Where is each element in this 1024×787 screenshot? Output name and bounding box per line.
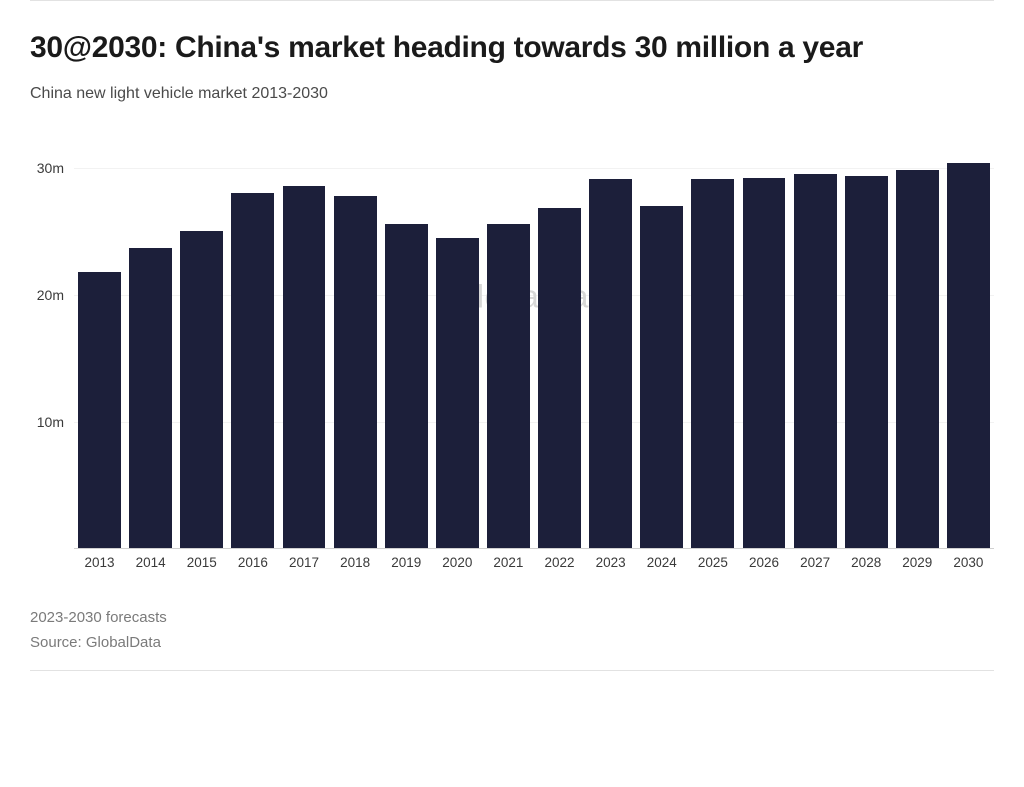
bar-slot: [943, 143, 994, 549]
bar: [691, 179, 734, 548]
x-tick-label: 2025: [687, 549, 738, 573]
footnote-forecast: 2023-2030 forecasts: [30, 605, 994, 631]
bar: [794, 174, 837, 548]
bar: [231, 193, 274, 548]
bar-slot: [330, 143, 381, 549]
x-tick-label: 2013: [74, 549, 125, 573]
x-tick-label: 2026: [738, 549, 789, 573]
x-tick-label: 2016: [227, 549, 278, 573]
bar-slot: [381, 143, 432, 549]
y-tick-label: 10m: [37, 414, 74, 430]
bar-slot: [585, 143, 636, 549]
x-tick-label: 2029: [892, 549, 943, 573]
bottom-divider: [30, 670, 994, 671]
x-axis: 2013201420152016201720182019202020212022…: [74, 549, 994, 573]
bar: [436, 238, 479, 549]
bar: [78, 272, 121, 549]
x-tick-label: 2027: [790, 549, 841, 573]
x-tick-label: 2022: [534, 549, 585, 573]
chart-subtitle: China new light vehicle market 2013-2030: [30, 85, 994, 103]
bar: [385, 224, 428, 549]
x-tick-label: 2018: [330, 549, 381, 573]
plot-area: GlobalData 10m20m30m: [74, 143, 994, 549]
bar-slot: [176, 143, 227, 549]
bar: [538, 208, 581, 548]
x-tick-label: 2021: [483, 549, 534, 573]
x-tick-label: 2030: [943, 549, 994, 573]
bar-chart: GlobalData 10m20m30m 2013201420152016201…: [74, 143, 994, 573]
bar-slot: [227, 143, 278, 549]
bar: [283, 186, 326, 549]
bar-slot: [74, 143, 125, 549]
x-tick-label: 2014: [125, 549, 176, 573]
bar: [334, 196, 377, 549]
footnote-source: Source: GlobalData: [30, 630, 994, 656]
bar: [180, 231, 223, 548]
x-tick-label: 2017: [278, 549, 329, 573]
bar-slot: [687, 143, 738, 549]
bar: [743, 178, 786, 548]
bar-slot: [841, 143, 892, 549]
x-tick-label: 2028: [841, 549, 892, 573]
bar: [947, 163, 990, 549]
bar-slot: [636, 143, 687, 549]
bar-slot: [125, 143, 176, 549]
bar-slot: [738, 143, 789, 549]
chart-footnotes: 2023-2030 forecasts Source: GlobalData: [30, 605, 994, 656]
x-tick-label: 2023: [585, 549, 636, 573]
bar-slot: [790, 143, 841, 549]
bar: [129, 248, 172, 549]
y-tick-label: 30m: [37, 160, 74, 176]
x-tick-label: 2020: [432, 549, 483, 573]
y-tick-label: 20m: [37, 287, 74, 303]
top-divider: [30, 0, 994, 1]
bar: [640, 206, 683, 549]
bar: [845, 176, 888, 549]
bar: [589, 179, 632, 548]
x-tick-label: 2024: [636, 549, 687, 573]
bar-slot: [483, 143, 534, 549]
bar-slot: [892, 143, 943, 549]
bar: [487, 224, 530, 549]
bar: [896, 170, 939, 548]
bar-slot: [534, 143, 585, 549]
bars-container: [74, 143, 994, 549]
bar-slot: [432, 143, 483, 549]
x-tick-label: 2019: [381, 549, 432, 573]
chart-title: 30@2030: China's market heading towards …: [30, 29, 994, 67]
bar-slot: [278, 143, 329, 549]
x-tick-label: 2015: [176, 549, 227, 573]
